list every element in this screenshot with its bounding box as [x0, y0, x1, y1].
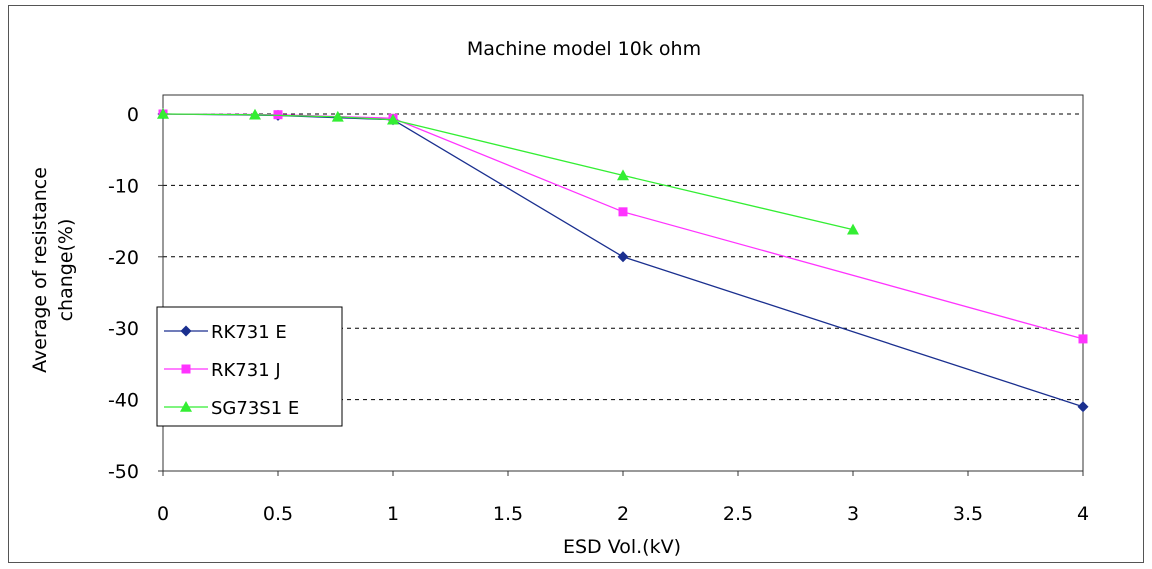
- data-point-sg73s1-e: [617, 169, 629, 181]
- y-tick-label: -50: [108, 461, 139, 483]
- legend-marker-rk731-e: [180, 325, 192, 337]
- series-line-sg73s1-e: [162, 113, 854, 231]
- x-tick-label: 1: [387, 503, 399, 525]
- y-tick-label: 0: [127, 104, 139, 126]
- data-point-sg73s1-e: [847, 223, 859, 235]
- legend-marker-rk731-j: [181, 364, 191, 374]
- y-tick-label: -10: [108, 175, 139, 197]
- x-tick-label: 0: [157, 503, 169, 525]
- x-tick-label: 2.5: [723, 503, 753, 525]
- x-tick-label: 3: [847, 503, 859, 525]
- y-tick-label: -20: [108, 247, 139, 269]
- chart-title: Machine model 10k ohm: [467, 38, 701, 60]
- series-sg73s1-e: [157, 108, 859, 235]
- legend-label-rk731-e: RK731 E: [211, 322, 287, 343]
- data-point-rk731-e: [1077, 401, 1089, 413]
- x-axis-ticks: 0 0.5 1 1.5 2 2.5 3 3.5 4: [157, 471, 1089, 525]
- data-point-sg73s1-e: [331, 110, 344, 122]
- y-axis-ticks: 0 -10 -20 -30 -40 -50: [108, 104, 163, 483]
- x-tick-label: 2: [617, 503, 629, 525]
- legend-label-sg73s1-e: SG73S1 E: [211, 398, 299, 419]
- data-point-sg73s1-e: [249, 108, 261, 120]
- y-tick-label: -40: [108, 390, 139, 412]
- y-axis-label: Average of resistance change(%): [29, 167, 77, 373]
- x-tick-label: 3.5: [953, 503, 983, 525]
- x-tick-label: 4: [1077, 503, 1089, 525]
- data-point-sg73s1-e: [387, 113, 399, 125]
- y-axis-label-line-1: Average of resistance: [29, 167, 51, 373]
- series-group: [157, 108, 1089, 413]
- x-tick-label: 0.5: [263, 503, 293, 525]
- data-point-rk731-j: [1078, 334, 1088, 344]
- data-point-sg73s1-e: [157, 108, 169, 119]
- legend-marker-sg73s1-e: [180, 401, 192, 412]
- x-tick-label: 1.5: [493, 503, 523, 525]
- y-tick-label: -30: [108, 318, 139, 340]
- legend-label-rk731-j: RK731 J: [211, 360, 281, 381]
- chart-frame: [8, 5, 1144, 563]
- data-point-rk731-j: [618, 207, 628, 217]
- y-axis-label-line-2: change(%): [55, 219, 77, 322]
- x-axis-label: ESD Vol.(kV): [563, 536, 681, 558]
- legend: RK731 E RK731 J SG73S1 E: [156, 306, 343, 427]
- data-point-rk731-e: [617, 251, 629, 263]
- series-line-rk731-j: [162, 113, 1084, 340]
